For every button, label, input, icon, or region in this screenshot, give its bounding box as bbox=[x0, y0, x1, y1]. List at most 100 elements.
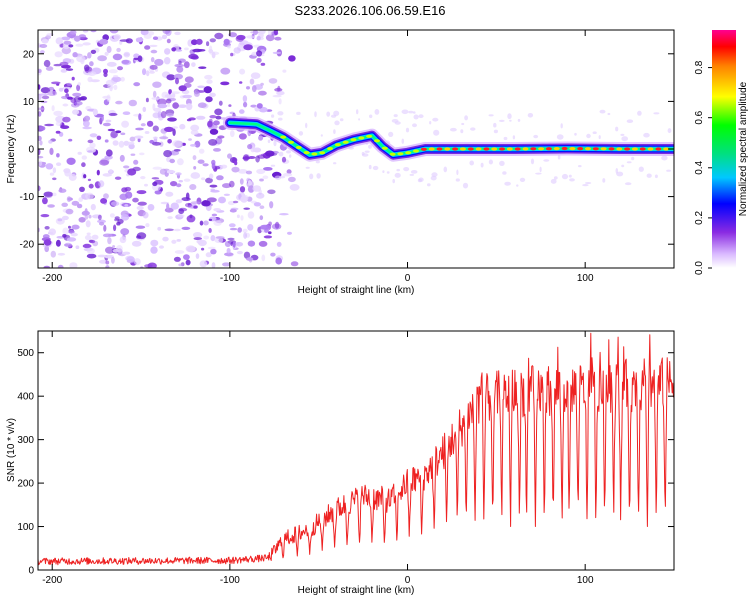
noise-blob bbox=[229, 180, 235, 188]
noise-blob bbox=[624, 182, 632, 186]
noise-blob bbox=[82, 126, 92, 130]
noise-blob bbox=[167, 139, 172, 144]
noise-blob bbox=[105, 260, 110, 265]
noise-blob bbox=[99, 259, 108, 264]
noise-blob bbox=[73, 96, 82, 103]
noise-blob bbox=[144, 183, 148, 187]
colorbar-tick-label: 0.6 bbox=[694, 110, 705, 124]
noise-blob bbox=[253, 202, 261, 207]
noise-blob bbox=[334, 120, 340, 126]
spectrogram-peak bbox=[288, 140, 294, 144]
noise-blob bbox=[214, 108, 223, 116]
noise-blob bbox=[127, 168, 137, 176]
noise-blob bbox=[560, 123, 563, 129]
noise-blob bbox=[213, 220, 222, 226]
noise-blob bbox=[108, 112, 118, 116]
noise-blob bbox=[188, 53, 199, 60]
noise-blob bbox=[157, 98, 167, 106]
noise-blob bbox=[103, 193, 109, 199]
noise-blob bbox=[171, 93, 176, 98]
noise-blob bbox=[132, 197, 139, 203]
noise-blob bbox=[409, 173, 415, 176]
noise-blob bbox=[68, 173, 77, 181]
noise-blob bbox=[275, 257, 283, 265]
spectrogram-y-tick-label: -20 bbox=[20, 240, 35, 251]
noise-blob bbox=[152, 166, 163, 170]
noise-blob bbox=[258, 135, 264, 141]
noise-blob bbox=[305, 122, 308, 129]
noise-blob bbox=[71, 76, 75, 81]
noise-blob bbox=[162, 30, 171, 35]
noise-blob bbox=[135, 37, 144, 43]
noise-blob bbox=[38, 185, 41, 192]
noise-blob bbox=[87, 76, 93, 83]
noise-blob bbox=[213, 148, 221, 152]
noise-blob bbox=[210, 235, 216, 242]
noise-blob bbox=[131, 240, 142, 247]
noise-blob bbox=[166, 74, 176, 81]
spectrogram-peak bbox=[358, 136, 365, 140]
noise-blob bbox=[258, 240, 268, 247]
noise-blob bbox=[539, 166, 542, 173]
noise-blob bbox=[183, 82, 192, 88]
noise-blob bbox=[175, 172, 182, 176]
noise-blob bbox=[470, 127, 476, 131]
noise-blob bbox=[149, 44, 158, 48]
noise-blob bbox=[386, 171, 390, 174]
noise-blob bbox=[48, 228, 56, 236]
noise-blob bbox=[279, 213, 289, 216]
noise-blob bbox=[71, 200, 80, 206]
noise-blob bbox=[252, 30, 258, 36]
snr-line bbox=[38, 332, 674, 566]
noise-blob bbox=[48, 139, 53, 144]
noise-blob bbox=[60, 69, 67, 73]
noise-blob bbox=[39, 44, 48, 48]
colorbar-ticks: 0.0 0.2 0.4 0.6 0.8 bbox=[694, 60, 712, 275]
noise-blob bbox=[53, 63, 62, 67]
noise-blob bbox=[145, 97, 149, 103]
noise-blob bbox=[46, 33, 54, 36]
noise-blob bbox=[396, 168, 401, 172]
noise-blob bbox=[57, 264, 64, 268]
noise-blob bbox=[181, 226, 191, 230]
noise-blob bbox=[218, 196, 226, 204]
noise-blob bbox=[104, 51, 109, 56]
noise-blob bbox=[213, 120, 220, 126]
noise-blob bbox=[193, 166, 197, 170]
noise-blob bbox=[205, 96, 213, 103]
noise-blob bbox=[176, 183, 182, 188]
noise-blob bbox=[192, 48, 202, 53]
noise-blob bbox=[105, 119, 112, 123]
noise-blob bbox=[185, 259, 191, 266]
noise-blob bbox=[201, 177, 206, 181]
noise-blob bbox=[113, 75, 119, 78]
noise-blob bbox=[55, 239, 61, 247]
spectrogram-peak bbox=[569, 147, 576, 151]
noise-blob bbox=[39, 126, 46, 131]
spectrogram-peak bbox=[397, 152, 404, 156]
spectrogram-peak bbox=[608, 147, 615, 151]
noise-blob bbox=[315, 160, 320, 164]
noise-blob bbox=[130, 153, 136, 156]
spectrogram-x-axis-label: Height of straight line (km) bbox=[298, 285, 415, 296]
noise-blob bbox=[405, 127, 410, 133]
noise-blob bbox=[62, 86, 72, 90]
noise-blob bbox=[68, 230, 75, 234]
noise-blob bbox=[58, 131, 64, 137]
snr-y-tick-label: 200 bbox=[17, 479, 34, 490]
noise-blob bbox=[190, 124, 200, 132]
noise-blob bbox=[42, 234, 50, 239]
noise-blob bbox=[602, 178, 606, 183]
noise-blob bbox=[145, 223, 150, 228]
noise-blob bbox=[64, 88, 69, 93]
noise-blob bbox=[117, 66, 123, 71]
snr-x-axis-label: Height of straight line (km) bbox=[298, 585, 415, 596]
noise-blob bbox=[195, 253, 200, 259]
noise-blob bbox=[578, 165, 582, 168]
noise-blob bbox=[167, 216, 173, 220]
noise-blob bbox=[152, 136, 158, 140]
noise-blob bbox=[47, 204, 55, 208]
spectrogram-peak bbox=[420, 147, 427, 151]
noise-blob bbox=[139, 152, 145, 156]
